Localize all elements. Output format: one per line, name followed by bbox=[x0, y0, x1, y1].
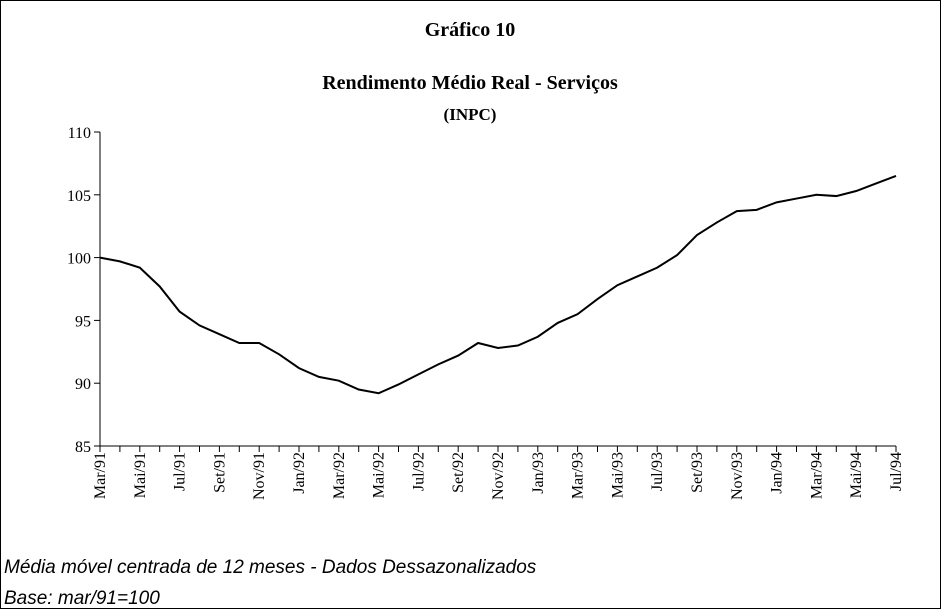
x-tick-label: Mai/91 bbox=[132, 452, 149, 498]
x-tick-label: Jul/94 bbox=[888, 452, 905, 491]
y-tick-label: 90 bbox=[75, 376, 91, 393]
y-tick-label: 110 bbox=[68, 125, 91, 142]
x-tick-label: Mar/91 bbox=[92, 452, 109, 499]
x-tick-label: Mar/92 bbox=[331, 452, 348, 499]
x-tick-label: Jul/92 bbox=[410, 452, 427, 491]
x-tick-label: Nov/92 bbox=[490, 452, 507, 500]
x-tick-label: Mai/93 bbox=[609, 452, 626, 498]
x-tick-label: Jul/91 bbox=[172, 452, 189, 491]
footnote: Média móvel centrada de 12 meses - Dados… bbox=[4, 557, 537, 578]
line bbox=[99, 175, 897, 395]
x-tick-label: Set/91 bbox=[211, 452, 228, 493]
chart-title: Gráfico 10 bbox=[425, 19, 516, 41]
x-tick-label: Jan/92 bbox=[291, 452, 308, 494]
y-tick-label: 105 bbox=[67, 188, 91, 205]
y-tick-label: 85 bbox=[75, 439, 91, 456]
x-tick-label: Jul/93 bbox=[649, 452, 666, 491]
x-tick-label: Mai/94 bbox=[848, 452, 865, 498]
x-tick-label: Nov/93 bbox=[729, 452, 746, 500]
x-tick-label: Mar/93 bbox=[570, 452, 587, 499]
x-tick-label: Set/92 bbox=[450, 452, 467, 493]
x-tick-label: Mai/92 bbox=[371, 452, 388, 498]
x-tick-label: Jan/94 bbox=[769, 452, 786, 494]
x-tick-label: Set/93 bbox=[689, 452, 706, 493]
y-tick-label: 95 bbox=[75, 313, 91, 330]
x-tick-label: Nov/91 bbox=[251, 452, 268, 500]
chart-subtitle: (INPC) bbox=[444, 105, 497, 124]
x-tick-label: Mar/94 bbox=[808, 452, 825, 499]
chart-subtitle: Rendimento Médio Real - Serviços bbox=[322, 72, 618, 94]
footnote: Base: mar/91=100 bbox=[4, 588, 160, 609]
x-tick-label: Jan/93 bbox=[530, 452, 547, 494]
y-tick-label: 100 bbox=[67, 251, 91, 268]
